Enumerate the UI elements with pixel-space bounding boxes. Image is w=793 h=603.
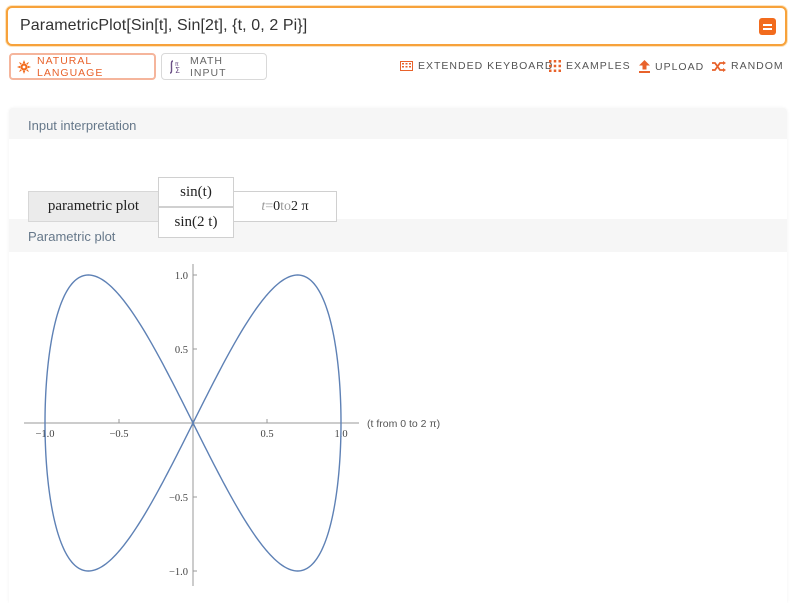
grid-dots-icon [549,60,561,72]
range-eq: = [265,198,274,214]
upload-button[interactable]: UPLOAD [639,60,704,73]
random-button[interactable]: RANDOM [712,60,784,72]
y-tick-label: 0.5 [175,345,188,356]
results-panel: Input interpretation parametric plot sin… [9,108,787,603]
range-to-word: to [280,198,292,214]
interpretation-pod-title: Input interpretation [28,118,137,133]
integral-sum-icon: π Σ [168,59,184,75]
y-tick-label: −0.5 [169,493,188,504]
interpretation-range: t = 0 to 2 π [233,191,337,222]
svg-text:Σ: Σ [175,66,181,75]
interpretation-x-expr: sin(t) [158,177,234,207]
extended-keyboard-label: EXTENDED KEYBOARD [418,60,554,72]
examples-label: EXAMPLES [566,60,631,72]
extended-keyboard-button[interactable]: EXTENDED KEYBOARD [400,60,553,72]
x-expr-text: sin(t) [180,183,212,200]
y-tick-label: −1.0 [169,567,188,578]
keyboard-icon [400,61,413,71]
upload-label: UPLOAD [655,60,705,73]
plot-pod: −1.0 −0.5 0.5 1.0 1.0 0.5 −0.5 −1.0 (t from 0 t… [9,252,787,603]
search-input[interactable]: ParametricPlot[Sin[t], Sin[2t], {t, 0, 2… [20,17,308,34]
upload-icon [639,60,650,73]
range-to: 2 π [291,198,309,214]
range-from: 0 [273,198,281,214]
random-label: RANDOM [731,60,784,72]
examples-button[interactable]: EXAMPLES [549,60,631,72]
svg-text:π: π [175,61,180,68]
parametric-curve [44,274,342,572]
plot-annotation: (t from 0 to 2 π) [367,418,440,430]
math-input-label: MATH INPUT [190,54,227,79]
search-bar[interactable]: ParametricPlot[Sin[t], Sin[2t], {t, 0, 2… [6,6,787,46]
interpretation-y-expr: sin(2 t) [158,207,234,238]
parametric-plot-chart: −1.0 −0.5 0.5 1.01.00.5−0.5−1.0 (t from 0 t… [24,264,440,586]
interpretation-pod: parametric plot sin(t) sin(2 t) t = 0 to… [9,139,787,238]
x-tick-label: 0.5 [260,429,273,440]
interpretation-head: parametric plot [28,191,159,222]
plot-pod-title: Parametric plot [28,229,116,244]
y-tick-label: 1.0 [175,271,188,282]
natural-language-label: NATURAL LANGUAGE [37,54,104,79]
shuffle-icon [712,60,726,72]
x-tick-label: −0.5 [109,429,128,440]
equals-icon[interactable] [759,18,776,35]
natural-language-button[interactable]: NATURAL LANGUAGE [9,53,156,80]
range-var: t [261,198,266,214]
sunburst-icon [17,59,31,74]
y-expr-text: sin(2 t) [174,214,218,230]
math-input-button[interactable]: π Σ MATH INPUT [161,53,267,80]
